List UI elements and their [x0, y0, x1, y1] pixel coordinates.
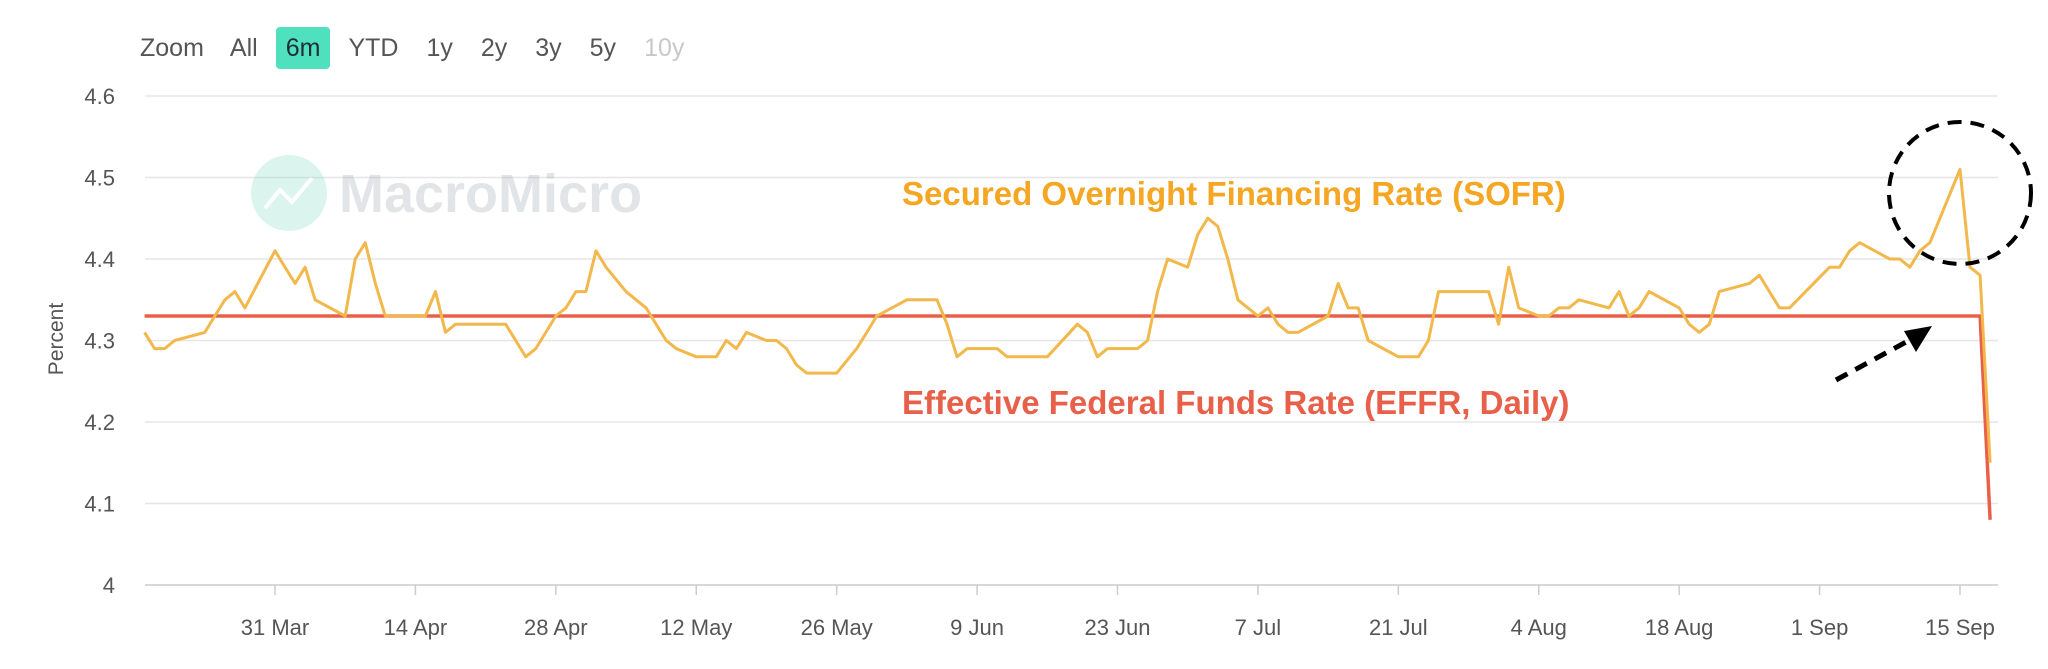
range-button-1y[interactable]: 1y: [426, 34, 453, 62]
x-tick-label: 1 Sep: [1791, 615, 1849, 640]
range-selector: Zoom All 6m YTD 1y 2y 3y 5y 10y: [140, 26, 702, 70]
watermark-logo-chart-icon: [263, 176, 314, 210]
y-tick-label: 4.3: [84, 329, 115, 354]
x-tick-label: 23 Jun: [1084, 615, 1150, 640]
y-tick-label: 4.5: [84, 166, 115, 191]
x-tick-label: 18 Aug: [1645, 615, 1714, 640]
x-tick-label: 4 Aug: [1511, 615, 1567, 640]
y-tick-label: 4.1: [84, 492, 115, 517]
watermark-text: MacroMicro: [339, 164, 642, 224]
x-axis-ticks: 31 Mar 14 Apr 28 Apr 12 May 26 May 9 Jun 23 Ju…: [241, 585, 1995, 640]
x-tick-label: 15 Sep: [1925, 615, 1995, 640]
y-tick-label: 4.2: [84, 410, 115, 435]
x-tick-label: 14 Apr: [384, 615, 448, 640]
annotation-arrow-icon: [1834, 326, 1932, 383]
zoom-label: Zoom: [140, 33, 204, 62]
range-button-2y[interactable]: 2y: [480, 34, 508, 62]
x-tick-label: 21 Jul: [1369, 615, 1428, 640]
sofr-series-line: [143, 167, 1992, 463]
range-button-all[interactable]: All: [229, 34, 258, 62]
range-button-ytd[interactable]: YTD: [348, 34, 399, 62]
effr-series-label: Effective Federal Funds Rate (EFFR, Dail…: [902, 384, 1569, 421]
x-tick-label: 9 Jun: [950, 615, 1004, 640]
watermark-logo-icon: [251, 155, 327, 231]
y-axis-label: Percent: [45, 303, 68, 376]
y-tick-label: 4.6: [84, 84, 115, 109]
effr-series-line: [144, 314, 1992, 520]
x-tick-label: 12 May: [660, 615, 732, 640]
y-axis-ticks: 4 4.1 4.2 4.3 4.4 4.5 4.6: [84, 84, 115, 598]
y-tick-label: 4.4: [84, 247, 115, 272]
range-button-10y: 10y: [644, 34, 685, 62]
range-button-5y[interactable]: 5y: [589, 34, 617, 62]
grid-lines: [145, 95, 1998, 586]
range-button-6m[interactable]: 6m: [275, 27, 331, 69]
x-tick-label: 7 Jul: [1235, 615, 1281, 640]
macromicro-watermark: MacroMicro: [251, 155, 642, 231]
y-tick-label: 4: [103, 573, 115, 598]
x-tick-label: 26 May: [801, 615, 873, 640]
x-tick-label: 28 Apr: [524, 615, 588, 640]
range-button-3y[interactable]: 3y: [535, 34, 562, 62]
highlight-circle: [1887, 120, 2033, 266]
x-tick-label: 31 Mar: [241, 615, 309, 640]
sofr-series-label: Secured Overnight Financing Rate (SOFR): [902, 175, 1566, 212]
series-group: [143, 167, 1992, 520]
